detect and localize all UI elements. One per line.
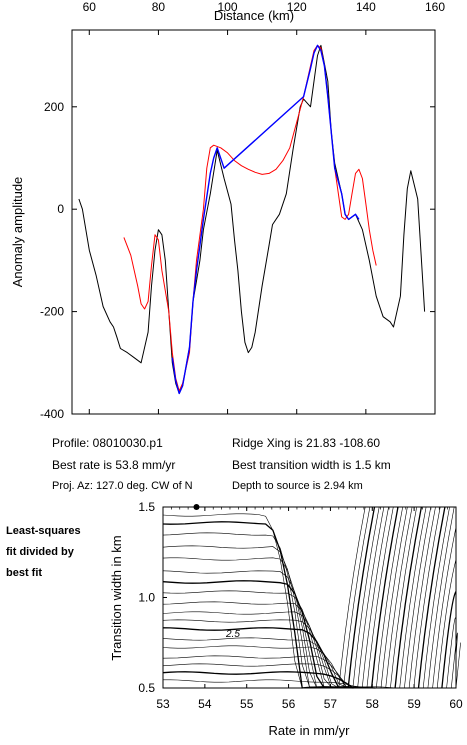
best-fit-point: [193, 504, 200, 510]
bottom-y-ticks: 0.5 1.0 1.5: [138, 500, 167, 695]
top-y-ticks: 200 0 -200 -400: [40, 100, 435, 421]
contour-line: [162, 619, 339, 689]
contour-line: [162, 557, 318, 689]
x-tick-label: 57: [324, 697, 338, 711]
contour-line: [376, 506, 403, 689]
best-transition-label: Best transition width is 1.5 km: [232, 458, 391, 472]
contour-line: [162, 532, 339, 689]
contour-line: [361, 506, 389, 689]
profile-label: Profile: 08010030.p1: [52, 436, 163, 450]
anomaly-series: [78, 44, 426, 395]
x-tick-label: 100: [218, 0, 238, 14]
side-note-line: best fit: [6, 567, 43, 579]
contour-line: [366, 506, 394, 689]
contour-line: [162, 645, 361, 689]
top-y-axis-label: Anomaly amplitude: [10, 177, 25, 288]
contour-line: [422, 506, 450, 689]
contour-line: [338, 506, 366, 689]
contour-line: [446, 617, 457, 689]
contour-line: [357, 506, 385, 689]
x-tick-label: 58: [366, 697, 380, 711]
contour-line: [441, 591, 457, 689]
contour-line: [162, 655, 354, 689]
contour-line: [427, 506, 455, 689]
y-tick-label: 200: [44, 100, 64, 114]
x-tick-label: 160: [425, 0, 445, 14]
y-tick-label: -400: [40, 407, 64, 421]
y-tick-label: 0.5: [138, 681, 155, 695]
bottom-x-ticks: 53 54 55 56 57 58 59 60: [156, 507, 463, 711]
top-plot-frame: [71, 29, 436, 415]
projection-azimuth-label: Proj. Az: 127.0 deg. CW of N: [52, 480, 193, 492]
contour-line: [162, 637, 383, 689]
side-note-line: Least-squares: [6, 525, 81, 537]
contour-line: [432, 527, 457, 689]
side-note-line: fit divided by: [6, 546, 74, 558]
contour-line: [162, 627, 340, 689]
depth-to-source-label: Depth to source is 2.94 km: [232, 480, 363, 492]
ridge-crossing-label: Ridge Xing is 21.83 -108.60: [232, 436, 381, 450]
contour-line: [343, 506, 371, 689]
contour-line: [399, 506, 427, 689]
x-tick-label: 59: [407, 697, 421, 711]
contour-line: [162, 545, 325, 689]
x-tick-label: 60: [449, 697, 463, 711]
x-tick-label: 53: [156, 697, 170, 711]
contour-line: [347, 506, 376, 689]
contour-line: [163, 679, 405, 689]
contour-line: [385, 506, 413, 689]
contour-line: [370, 506, 399, 689]
contour-line: [162, 513, 303, 689]
top-x-axis-label: Distance (km): [214, 8, 294, 23]
contour-value-label: 2.5: [225, 629, 240, 640]
contour-line: [162, 671, 354, 689]
series-line: [123, 44, 377, 392]
contour-line: [162, 590, 361, 689]
series-line: [171, 44, 360, 395]
x-tick-label: 80: [152, 0, 166, 14]
side-note: Least-squares fit divided by best fit: [6, 521, 116, 584]
contour-line: [413, 506, 441, 689]
bottom-y-axis-label: Transition width in km: [109, 535, 124, 660]
contour-line: [451, 632, 458, 689]
contour-line: [162, 663, 354, 689]
x-tick-label: 60: [83, 0, 97, 14]
contour-line: [408, 506, 436, 689]
contour-line: [417, 506, 446, 689]
best-rate-label: Best rate is 53.8 mm/yr: [52, 458, 176, 472]
contour-line: [394, 506, 423, 689]
contour-line: [390, 506, 417, 689]
top-x-ticks: 60 80 100 120 140 160: [83, 0, 445, 414]
y-tick-label: 1.5: [138, 500, 155, 514]
contour-line: [162, 570, 318, 689]
x-tick-label: 54: [198, 697, 212, 711]
y-tick-label: 1.0: [138, 591, 155, 605]
contour-line: [352, 506, 380, 689]
x-tick-label: 140: [356, 0, 376, 14]
x-tick-label: 56: [282, 697, 296, 711]
profile-chart: 60 80 100 120 140 160 200 0 -200 -400 Distance (…: [10, 0, 445, 421]
contour-line: [380, 506, 408, 689]
y-tick-label: 0: [57, 202, 64, 216]
x-tick-label: 120: [287, 0, 307, 14]
contour-line: [436, 559, 457, 689]
contour-line: [162, 611, 332, 689]
series-line: [78, 44, 426, 394]
x-tick-label: 55: [240, 697, 254, 711]
contour-lines: [162, 506, 461, 689]
y-tick-label: -200: [40, 305, 64, 319]
misfit-contour-chart: 53 54 55 56 57 58 59 60 0.5 1.0 1.5 2.5 Rate in m…: [109, 500, 463, 738]
bottom-x-axis-label: Rate in mm/yr: [269, 723, 351, 738]
contour-line: [455, 642, 461, 689]
contour-line: [404, 506, 432, 689]
